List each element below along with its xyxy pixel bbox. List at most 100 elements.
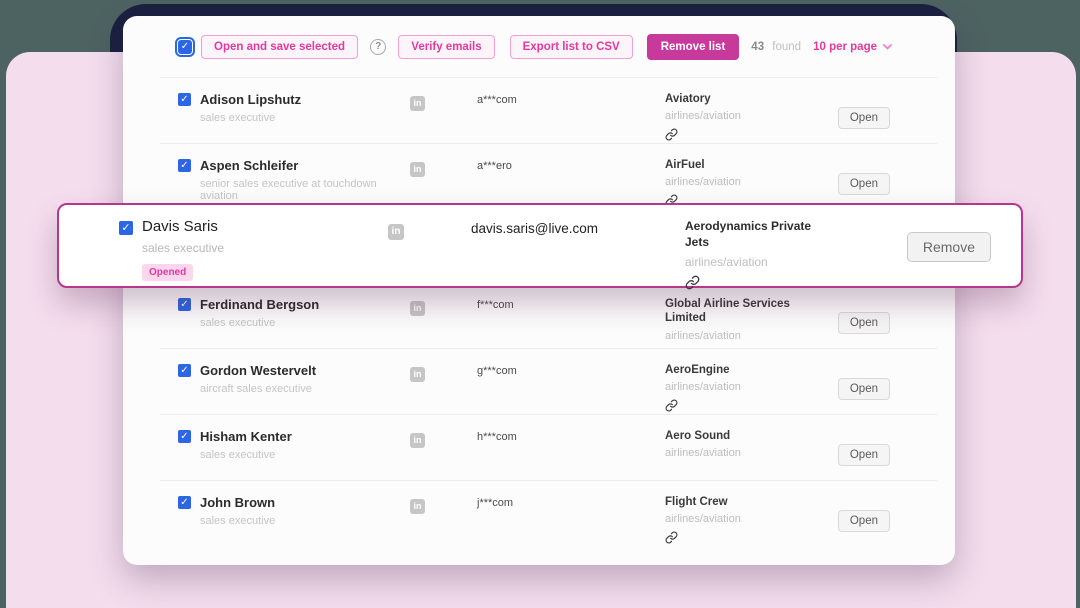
- chevron-down-icon: [883, 43, 892, 50]
- check-icon: ✓: [180, 430, 189, 442]
- open-button[interactable]: Open: [837, 106, 890, 129]
- company-cell: AeroEngine airlines/aviation: [665, 363, 830, 414]
- linkedin-icon[interactable]: in: [410, 161, 425, 177]
- help-icon[interactable]: ?: [370, 38, 387, 55]
- linkedin-icon[interactable]: in: [410, 366, 425, 382]
- per-page-dropdown[interactable]: 10 per page: [813, 41, 892, 53]
- contact-name-cell: Davis Saris sales executive Opened: [133, 218, 388, 286]
- contact-email: davis.saris@live.com: [471, 221, 598, 236]
- remove-button[interactable]: Remove: [906, 232, 991, 262]
- company-industry: airlines/aviation: [665, 176, 741, 189]
- contact-title: sales executive: [200, 449, 276, 461]
- per-page-label: 10 per page: [813, 40, 877, 53]
- row-checkbox[interactable]: ✓: [178, 298, 191, 311]
- contact-name: Davis Saris: [142, 218, 218, 235]
- check-icon: ✓: [180, 364, 189, 376]
- select-all-checkbox[interactable]: ✓: [175, 36, 195, 57]
- linkedin-icon[interactable]: in: [410, 300, 425, 316]
- link-icon[interactable]: [665, 128, 678, 146]
- contact-name-cell: John Brown sales executive: [191, 495, 410, 547]
- contact-title: sales executive: [200, 112, 276, 124]
- company-industry: airlines/aviation: [665, 110, 741, 123]
- masked-email: f***com: [477, 299, 514, 311]
- linkedin-icon[interactable]: in: [410, 432, 425, 448]
- results-count-value: 43: [751, 40, 765, 53]
- row-checkbox[interactable]: ✓: [119, 221, 133, 235]
- company-name: Flight Crew: [665, 496, 728, 508]
- contact-name-cell: Adison Lipshutz sales executive: [191, 92, 410, 143]
- contact-name-cell: Ferdinand Bergson sales executive: [191, 297, 410, 348]
- company-name: Aviatory: [665, 93, 711, 105]
- contact-title: sales executive: [200, 317, 276, 329]
- open-button[interactable]: Open: [837, 443, 890, 466]
- contact-title: sales executive: [142, 241, 225, 255]
- linkedin-cell: in: [410, 158, 477, 209]
- contact-title: aircraft sales executive: [200, 383, 312, 395]
- contact-name-cell: Hisham Kenter sales executive: [191, 429, 410, 480]
- selected-contact-popup: ✓ Davis Saris sales executive Opened in …: [57, 203, 1023, 290]
- linkedin-cell: in: [410, 363, 477, 414]
- company-name: Aero Sound: [665, 430, 731, 442]
- opened-status-badge: Opened: [142, 264, 194, 281]
- masked-email: a***ero: [477, 160, 512, 172]
- contact-name: Adison Lipshutz: [200, 92, 302, 107]
- row-checkbox[interactable]: ✓: [178, 496, 191, 509]
- open-button[interactable]: Open: [837, 311, 890, 334]
- link-icon[interactable]: [665, 531, 678, 549]
- contact-rows: ✓ Adison Lipshutz sales executive in a**…: [160, 78, 937, 547]
- verify-emails-button[interactable]: Verify emails: [398, 34, 495, 59]
- row-checkbox[interactable]: ✓: [178, 364, 191, 377]
- check-icon: ✓: [180, 298, 189, 310]
- export-list-to-csv-button[interactable]: Export list to CSV: [509, 34, 633, 59]
- contact-row: ✓ Ferdinand Bergson sales executive in f…: [160, 283, 937, 349]
- contact-row: ✓ Aspen Schleifer senior sales executive…: [160, 144, 937, 210]
- masked-email: a***com: [477, 94, 517, 106]
- linkedin-icon[interactable]: in: [388, 223, 404, 240]
- contact-name: Gordon Westervelt: [200, 363, 317, 378]
- contact-title: senior sales executive at touchdown avia…: [200, 178, 377, 202]
- link-icon[interactable]: [685, 275, 700, 295]
- contact-row: ✓ Gordon Westervelt aircraft sales execu…: [160, 349, 937, 415]
- linkedin-cell: in: [388, 218, 471, 286]
- company-cell: Aerodynamics Private Jets airlines/aviat…: [685, 218, 907, 290]
- linkedin-icon[interactable]: in: [410, 95, 425, 111]
- row-checkbox[interactable]: ✓: [178, 159, 191, 172]
- contact-name: John Brown: [200, 495, 276, 510]
- contact-name: Hisham Kenter: [200, 429, 292, 444]
- masked-email: j***com: [477, 497, 514, 509]
- company-name: AirFuel: [665, 159, 705, 171]
- open-button[interactable]: Open: [837, 510, 890, 532]
- company-name: AeroEngine: [665, 364, 730, 376]
- contact-row: ✓ Adison Lipshutz sales executive in a**…: [160, 78, 937, 144]
- open-and-save-selected-button[interactable]: Open and save selected: [201, 34, 359, 59]
- contact-row: ✓ John Brown sales executive in j***com …: [160, 481, 937, 547]
- company-industry: airlines/aviation: [665, 329, 741, 342]
- company-industry: airlines/aviation: [665, 513, 741, 526]
- contact-row: ✓ Hisham Kenter sales executive in h***c…: [160, 415, 937, 481]
- company-name: Aerodynamics Private Jets: [685, 219, 812, 249]
- contact-name-cell: Gordon Westervelt aircraft sales executi…: [191, 363, 410, 414]
- company-cell: Aero Sound airlines/aviation: [665, 429, 830, 480]
- toolbar: ✓ Open and save selected ? Verify emails…: [160, 16, 937, 78]
- linkedin-cell: in: [410, 92, 477, 143]
- linkedin-icon[interactable]: in: [410, 498, 425, 514]
- linkedin-cell: in: [410, 495, 477, 547]
- company-industry: airlines/aviation: [685, 255, 768, 270]
- row-checkbox[interactable]: ✓: [178, 93, 191, 106]
- open-button[interactable]: Open: [837, 172, 890, 195]
- open-button[interactable]: Open: [837, 377, 890, 400]
- link-icon[interactable]: [665, 399, 678, 417]
- action-cell: Open: [830, 92, 890, 143]
- contact-title: sales executive: [200, 515, 276, 527]
- action-cell: Open: [830, 158, 890, 209]
- remove-list-button[interactable]: Remove list: [646, 33, 740, 60]
- company-industry: airlines/aviation: [665, 447, 741, 460]
- linkedin-cell: in: [410, 297, 477, 348]
- check-icon: ✓: [180, 496, 189, 508]
- company-cell: Global Airline Services Limited airlines…: [665, 297, 830, 348]
- action-cell: Open: [830, 495, 890, 547]
- company-cell: Flight Crew airlines/aviation: [665, 495, 830, 547]
- contact-list-card: ✓ Open and save selected ? Verify emails…: [123, 16, 955, 565]
- action-cell: Open: [830, 429, 890, 480]
- row-checkbox[interactable]: ✓: [178, 430, 191, 443]
